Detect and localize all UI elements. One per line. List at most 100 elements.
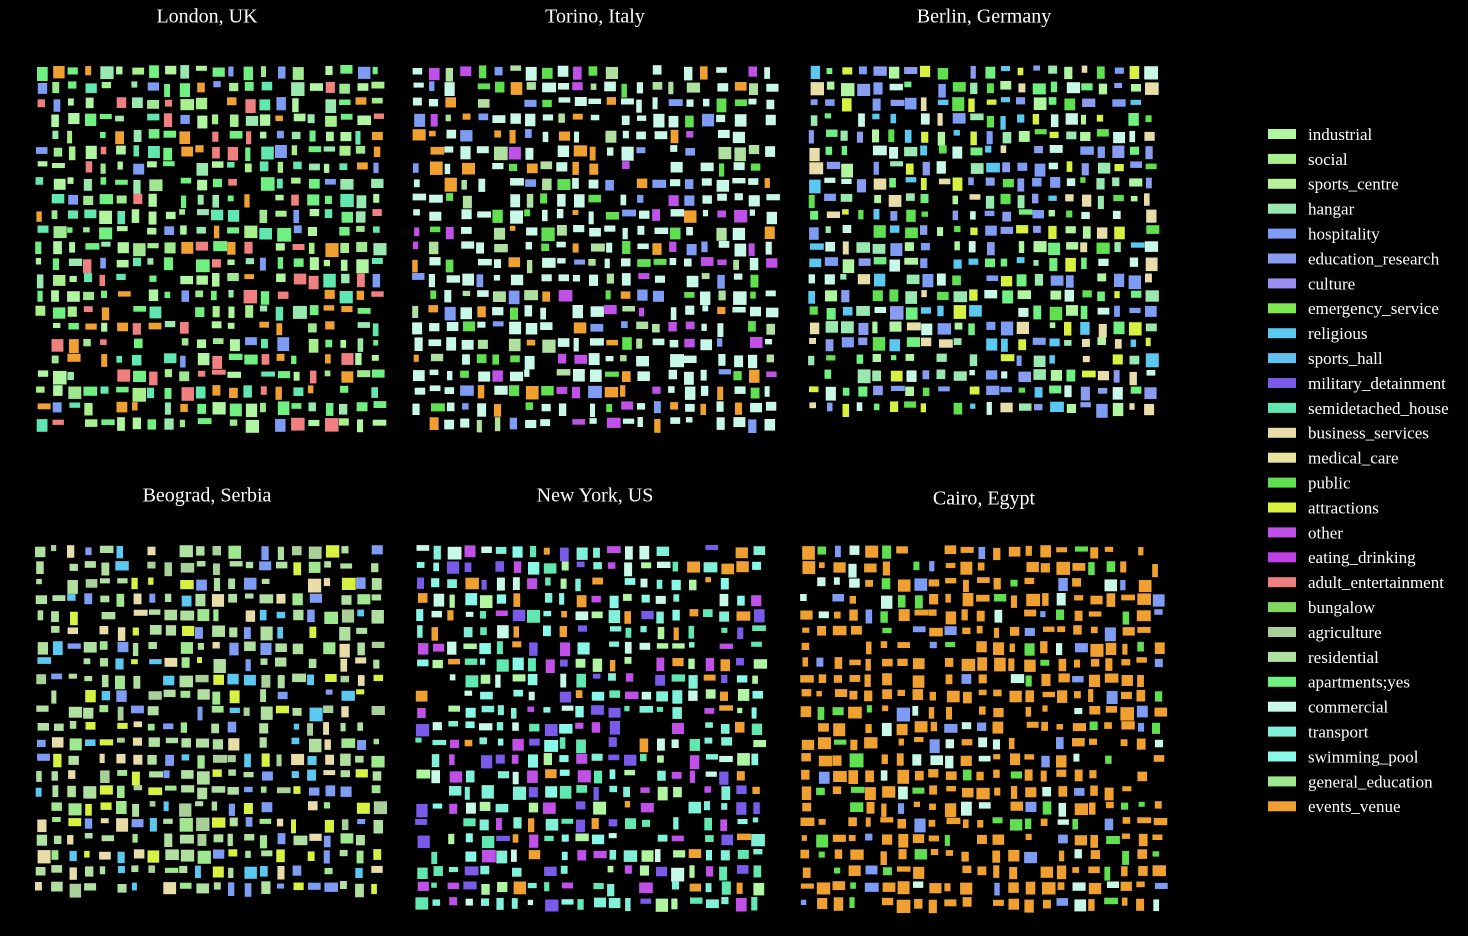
- building: [689, 770, 695, 783]
- building: [1073, 753, 1080, 762]
- building: [117, 865, 125, 874]
- building: [874, 306, 887, 313]
- building: [414, 387, 426, 395]
- building: [817, 626, 826, 636]
- building: [51, 611, 59, 623]
- building: [842, 403, 850, 417]
- building: [307, 114, 315, 124]
- building: [880, 611, 888, 623]
- building: [1121, 866, 1128, 877]
- building: [824, 274, 835, 285]
- building: [100, 770, 110, 783]
- building: [592, 673, 601, 679]
- building: [147, 706, 159, 716]
- building: [1056, 593, 1066, 606]
- building: [848, 563, 857, 578]
- building: [477, 83, 491, 90]
- building: [605, 212, 619, 220]
- building: [479, 737, 487, 745]
- building: [718, 129, 730, 138]
- building: [492, 291, 506, 302]
- building: [734, 386, 746, 394]
- building: [309, 370, 317, 384]
- building: [824, 177, 836, 183]
- building: [53, 835, 62, 844]
- building: [512, 722, 519, 731]
- building: [446, 129, 457, 139]
- building: [197, 834, 207, 846]
- building: [147, 243, 159, 249]
- building: [928, 609, 937, 616]
- building: [260, 786, 267, 793]
- building: [494, 146, 508, 161]
- building: [835, 545, 841, 558]
- building: [588, 385, 602, 399]
- building: [736, 771, 745, 781]
- building: [356, 241, 368, 252]
- building: [1066, 131, 1077, 140]
- building: [245, 659, 251, 672]
- building: [1082, 290, 1092, 298]
- building: [357, 338, 364, 352]
- building: [848, 817, 857, 827]
- building: [605, 290, 611, 300]
- building: [1018, 387, 1026, 393]
- legend-swatch: [1268, 328, 1296, 339]
- building: [291, 194, 299, 206]
- building: [165, 211, 176, 220]
- building: [622, 418, 635, 424]
- building: [1048, 195, 1057, 201]
- building: [607, 147, 614, 156]
- building: [181, 657, 190, 668]
- building: [652, 65, 662, 75]
- building: [85, 145, 97, 159]
- building: [561, 899, 574, 905]
- building: [575, 611, 589, 621]
- building: [826, 129, 838, 137]
- building: [513, 689, 523, 697]
- building: [874, 273, 886, 287]
- building: [132, 97, 143, 108]
- building: [1104, 546, 1114, 552]
- building: [1080, 131, 1091, 142]
- building: [609, 659, 616, 672]
- building: [68, 323, 79, 330]
- building: [244, 641, 256, 652]
- building: [865, 609, 873, 624]
- building: [117, 737, 125, 743]
- building: [1138, 547, 1144, 556]
- building: [573, 66, 582, 80]
- building: [705, 771, 717, 777]
- building: [818, 755, 832, 767]
- building: [842, 225, 852, 233]
- building: [952, 275, 961, 286]
- building: [689, 579, 697, 591]
- building: [673, 627, 679, 641]
- building: [197, 179, 208, 191]
- building: [492, 209, 503, 223]
- building: [371, 610, 384, 624]
- building: [372, 323, 379, 337]
- building: [357, 308, 371, 314]
- building: [1120, 707, 1134, 721]
- building: [637, 289, 648, 301]
- legend-label: industrial: [1308, 125, 1372, 144]
- building: [1056, 643, 1063, 656]
- building: [37, 161, 48, 167]
- building: [1000, 226, 1014, 234]
- building: [165, 849, 179, 860]
- building: [1105, 642, 1117, 655]
- building: [1056, 737, 1064, 750]
- building: [309, 209, 320, 217]
- building: [117, 884, 127, 893]
- building: [99, 210, 112, 224]
- building: [589, 163, 599, 175]
- legend-label: transport: [1308, 723, 1369, 742]
- legend-label: commercial: [1308, 698, 1389, 717]
- building: [416, 803, 428, 818]
- building: [67, 210, 79, 219]
- building: [1145, 257, 1158, 272]
- building: [431, 770, 440, 784]
- building: [479, 658, 486, 665]
- building: [132, 737, 142, 746]
